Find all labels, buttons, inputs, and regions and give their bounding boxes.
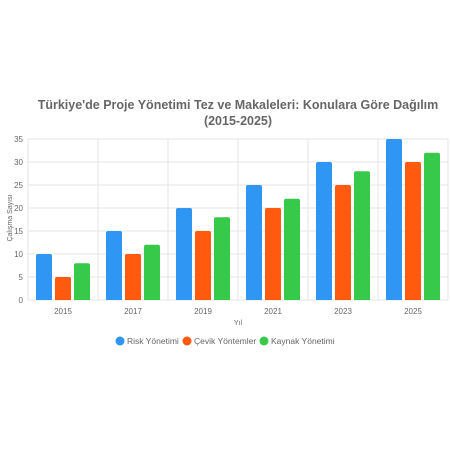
bar xyxy=(176,208,192,300)
y-tick-label: 30 xyxy=(14,158,23,167)
chart-subtitle: (2015-2025) xyxy=(204,114,272,128)
x-axis-label: Yıl xyxy=(234,320,243,327)
y-tick-label: 5 xyxy=(19,273,24,282)
bar xyxy=(354,171,370,300)
legend-swatch xyxy=(115,336,125,346)
bar xyxy=(195,231,211,300)
x-axis-ticks: 2015 2017 2019 2021 2023 2025 xyxy=(54,307,422,316)
legend-label: Çevik Yöntemler xyxy=(194,336,256,346)
bar xyxy=(55,277,71,300)
bar xyxy=(246,185,262,300)
legend-label: Risk Yönetimi xyxy=(127,336,179,346)
grid xyxy=(27,138,449,301)
bar xyxy=(284,198,300,300)
y-tick-label: 15 xyxy=(14,227,23,236)
chart-title: Türkiye'de Proje Yönetimi Tez ve Makalel… xyxy=(38,98,439,112)
bar xyxy=(316,162,332,300)
x-tick-label: 2015 xyxy=(54,307,72,316)
y-tick-label: 35 xyxy=(14,135,23,144)
bar xyxy=(106,231,122,300)
y-axis-label: Çalışma Sayısı xyxy=(7,194,14,241)
y-tick-label: 0 xyxy=(19,296,24,305)
y-axis-ticks: 0 5 10 15 20 25 30 35 xyxy=(14,135,23,305)
legend-label: Kaynak Yönetimi xyxy=(271,336,335,346)
x-tick-label: 2017 xyxy=(124,307,142,316)
bar xyxy=(214,217,230,300)
legend-swatch xyxy=(259,336,269,346)
bar xyxy=(144,244,160,300)
bar xyxy=(424,152,440,300)
bar xyxy=(265,208,281,300)
bar xyxy=(386,139,402,300)
y-tick-label: 25 xyxy=(14,181,23,190)
x-tick-label: 2019 xyxy=(194,307,212,316)
bar xyxy=(405,162,421,300)
bars xyxy=(36,139,440,300)
bar xyxy=(125,254,141,300)
bar xyxy=(36,254,52,300)
bar xyxy=(74,263,90,300)
x-tick-label: 2025 xyxy=(404,307,422,316)
bar xyxy=(335,185,351,300)
y-tick-label: 20 xyxy=(14,204,23,213)
y-tick-label: 10 xyxy=(14,250,23,259)
x-tick-label: 2021 xyxy=(264,307,282,316)
legend-swatch xyxy=(182,336,192,346)
x-tick-label: 2023 xyxy=(334,307,352,316)
legend: Risk Yönetimi Çevik Yöntemler Kaynak Yönet… xyxy=(115,336,335,346)
